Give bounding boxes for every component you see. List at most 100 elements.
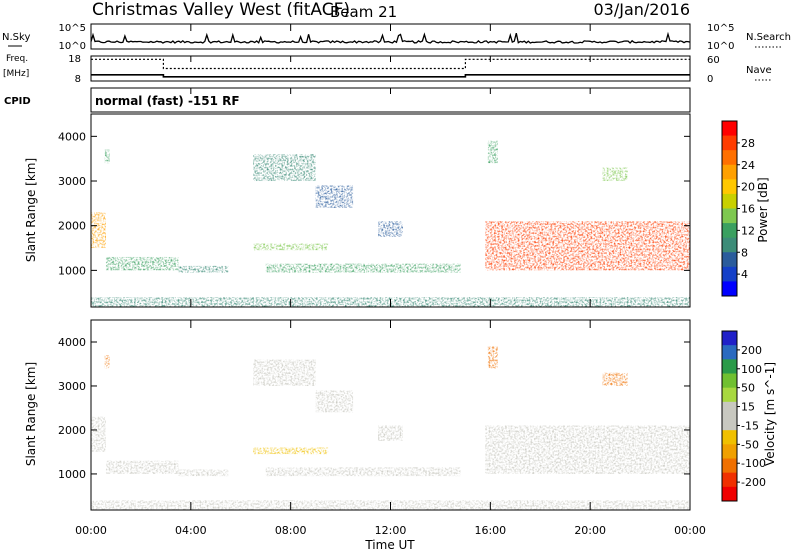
colorbar-segment xyxy=(722,444,737,459)
y-tick-label: 1000 xyxy=(58,468,86,481)
colorbar-segment xyxy=(722,416,737,431)
power-echo-cell xyxy=(378,221,403,237)
colorbar-segment xyxy=(722,150,737,166)
velocity-echo-layer xyxy=(91,346,690,510)
colorbar-segment xyxy=(722,135,737,151)
y-tick-label: 3000 xyxy=(58,380,86,393)
colorbar-segment xyxy=(722,331,737,346)
power-echo-cell xyxy=(104,149,110,164)
y-tick-label: 2000 xyxy=(58,424,86,437)
velocity-echo-cell xyxy=(487,346,498,369)
colorbar-tick-label: 28 xyxy=(741,137,755,150)
nave-label: Nave xyxy=(746,65,772,76)
velocity-y-label: Slant Range [km] xyxy=(24,362,38,466)
nave-tick-top: 60 xyxy=(707,55,720,66)
noise-right-label: N.Search xyxy=(746,32,791,43)
velocity-echo-cell xyxy=(253,359,316,386)
y-tick-label: 4000 xyxy=(58,336,86,349)
colorbar-segment xyxy=(722,486,737,502)
noise-left-tick-top: 10^5 xyxy=(59,23,86,34)
power-echo-cell xyxy=(265,263,461,273)
colorbar-segment xyxy=(722,208,737,224)
power-colorbar-label: Power [dB] xyxy=(756,177,770,242)
power-echo-cell xyxy=(91,212,106,249)
x-tick-label: 20:00 xyxy=(574,524,606,537)
power-echo-cell xyxy=(315,185,354,208)
colorbar-segment xyxy=(722,430,737,445)
colorbar-tick-label: -50 xyxy=(741,438,759,451)
y-tick-label: 4000 xyxy=(58,130,86,143)
colorbar-segment xyxy=(722,401,737,417)
colorbar-segment xyxy=(722,359,737,374)
power-panel: 4000 3000 2000 1000 Slant Range [km] 28 24 20… xyxy=(24,113,770,308)
power-echo-layer xyxy=(91,140,690,307)
x-tick-label: 00:00 xyxy=(674,524,706,537)
colorbar-segment xyxy=(722,472,737,488)
colorbar-segment xyxy=(722,345,737,360)
colorbar-tick-label: 50 xyxy=(741,382,755,395)
velocity-y-ticks: 4000 3000 2000 1000 xyxy=(58,336,690,481)
velocity-echo-cell xyxy=(105,460,179,474)
nave-series-line xyxy=(91,58,690,70)
velocity-echo-cell xyxy=(265,467,461,477)
colorbar-tick-label: -15 xyxy=(741,419,759,432)
frequency-panel: Freq. [MHz] 18 8 60 0 Nave xyxy=(3,54,772,85)
velocity-echo-cell xyxy=(315,390,354,413)
velocity-echo-cell xyxy=(485,425,690,474)
colorbar-frame xyxy=(721,330,738,502)
colorbar-segment xyxy=(722,164,737,180)
power-colorbar: 28 24 20 16 12 8 4 xyxy=(721,120,755,297)
colorbar-tick-label: 8 xyxy=(741,246,748,259)
colorbar-tick-label: 100 xyxy=(741,363,762,376)
power-echo-cell xyxy=(105,256,179,271)
colorbar-tick-label: 4 xyxy=(741,268,748,281)
y-tick-label: 3000 xyxy=(58,175,86,188)
power-echo-cell xyxy=(487,140,498,164)
x-tick-label: 08:00 xyxy=(275,524,307,537)
velocity-echo-cell xyxy=(104,355,110,369)
x-axis-label: Time UT xyxy=(364,538,415,552)
colorbar-tick-label: 20 xyxy=(741,181,755,194)
colorbar-tick-label: 24 xyxy=(741,159,755,172)
y-tick-label: 1000 xyxy=(58,264,86,277)
x-axis-ticks: 00:00 04:00 08:00 12:00 16:00 20:00 00:00 xyxy=(75,24,706,537)
noise-right-tick-top: 10^5 xyxy=(707,23,734,34)
velocity-echo-cell xyxy=(253,447,329,455)
x-tick-label: 16:00 xyxy=(474,524,506,537)
power-echo-cell xyxy=(602,167,628,182)
noise-left-label: N.Sky xyxy=(2,32,30,43)
colorbar-segment xyxy=(722,223,737,239)
x-tick-label: 04:00 xyxy=(175,524,207,537)
velocity-echo-cell xyxy=(602,372,628,386)
freq-label-1: Freq. xyxy=(6,54,28,64)
colorbar-segment xyxy=(722,121,737,137)
noise-panel: N.Sky 10^5 10^0 10^5 10^0 N.Search xyxy=(2,23,791,52)
y-tick-label: 2000 xyxy=(58,220,86,233)
frequency-series-line xyxy=(91,74,690,78)
velocity-colorbar: 200 100 50 15 -15 -50 -100 -200 xyxy=(721,330,766,502)
velocity-panel: 4000 3000 2000 1000 Slant Range [km] 200 100… xyxy=(24,319,777,511)
velocity-echo-cell xyxy=(178,469,229,477)
colorbar-segment xyxy=(722,458,737,474)
colorbar-segment xyxy=(722,252,737,268)
cpid-label: CPID xyxy=(4,96,31,107)
colorbar-segment xyxy=(722,281,737,297)
freq-label-2: [MHz] xyxy=(3,69,29,79)
colorbar-segment xyxy=(722,193,737,209)
power-y-label: Slant Range [km] xyxy=(24,158,38,262)
colorbar-segment xyxy=(722,237,737,253)
freq-tick-bottom: 8 xyxy=(75,74,81,85)
colorbar-tick-label: 15 xyxy=(741,401,755,414)
power-echo-cell xyxy=(485,221,690,271)
velocity-colorbar-label: Velocity [m s^-1] xyxy=(763,362,777,466)
colorbar-segment xyxy=(722,387,737,403)
power-echo-cell xyxy=(253,154,316,182)
freq-tick-top: 18 xyxy=(68,54,81,65)
velocity-echo-cell xyxy=(91,416,106,452)
noise-right-tick-bottom: 10^0 xyxy=(707,41,734,52)
cpid-panel: CPID normal (fast) -151 RF xyxy=(4,87,691,113)
nave-tick-bottom: 0 xyxy=(707,74,713,85)
colorbar-tick-label: 200 xyxy=(741,344,762,357)
colorbar-tick-label: 12 xyxy=(741,224,755,237)
